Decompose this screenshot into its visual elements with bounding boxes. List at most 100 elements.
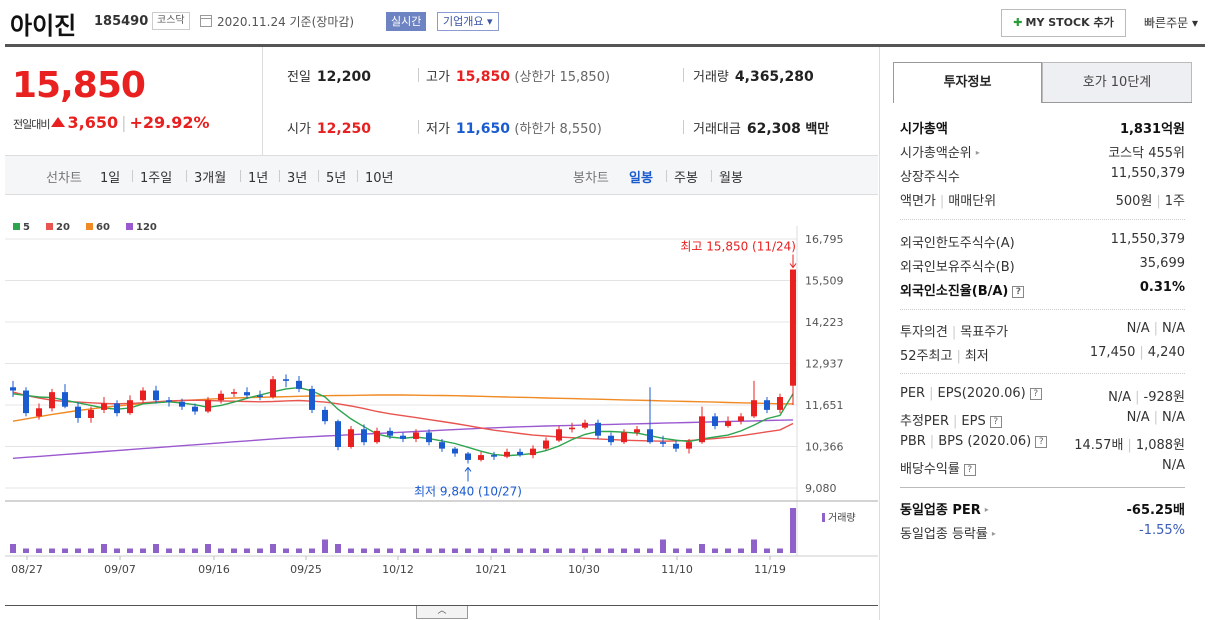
candle-body: [699, 416, 705, 443]
volume-bar: [257, 548, 263, 553]
current-price-box: 15,850 전일대비 3,650 | +29.92%: [5, 47, 263, 155]
candle-body: [400, 435, 406, 439]
candle-body: [426, 432, 432, 443]
candle-body: [556, 429, 562, 441]
volume-bar: [205, 544, 211, 553]
x-axis-ticks: 08/27 09/07 09/16 09/25 10/12 10/21 10/30 11/10…: [11, 556, 786, 576]
candle-body: [790, 269, 796, 386]
line-chart-label: 선차트: [46, 171, 82, 186]
help-icon: ?: [963, 464, 976, 476]
volume-bar: [140, 548, 146, 553]
candle-body: [634, 429, 640, 433]
row-52week-range: 52주최고 | 최저 17,450 | 4,240: [900, 345, 1185, 364]
x-tick-label: 11/10: [661, 563, 693, 576]
volume-bar: [647, 548, 653, 553]
candle-body: [660, 442, 666, 444]
volume-bar: [400, 548, 406, 553]
y-axis-ticks: 16,795 15,509 14,223 12,937 11,651 10,366 9,08…: [805, 233, 844, 495]
period-10y[interactable]: 10년: [365, 171, 394, 186]
candle-body: [10, 387, 16, 391]
legend-swatch: [46, 223, 53, 230]
row-dividend-yield: 배당수익률? N/A: [900, 458, 1185, 477]
price-stats: 전일 12,200 시가 12,250 고가 15,850 (상한가 15,850) …: [263, 47, 877, 155]
volume-bar: [738, 548, 744, 553]
candle-body: [504, 451, 510, 457]
volume-bar: [244, 548, 250, 553]
volume-bar: [504, 548, 510, 553]
period-1y[interactable]: 1년: [248, 171, 269, 186]
row-market-cap-rank[interactable]: 시가총액순위 ▸ 코스닥 455위: [900, 146, 1185, 161]
chevron-right-icon: ▸: [984, 505, 989, 514]
collapse-chart-button[interactable]: ︿: [416, 606, 468, 619]
my-stock-label: MY STOCK 추가: [1025, 16, 1114, 29]
row-par-value: 액면가 | 매매단위 500원 | 1주: [900, 194, 1185, 209]
legend-label: 5: [23, 222, 30, 233]
row-sector-per[interactable]: 동일업종 PER ▸ -65.25배: [900, 503, 1185, 518]
volume-bar: [556, 548, 562, 553]
quick-order-dropdown[interactable]: 빠른주문 ▾: [1144, 16, 1198, 30]
x-tick-label: 10/12: [382, 563, 414, 576]
tab-investment-info[interactable]: 투자정보: [893, 62, 1042, 103]
legend-swatch: [86, 223, 93, 230]
period-5y[interactable]: 5년: [326, 171, 347, 186]
volume-bar: [478, 548, 484, 553]
period-1d[interactable]: 1일: [100, 171, 121, 186]
plus-icon: ✚: [1013, 16, 1023, 29]
candle-body: [179, 401, 185, 407]
candle-body: [192, 406, 198, 412]
candle-body: [738, 416, 744, 422]
volume-bar: [335, 544, 341, 553]
price-chart[interactable]: 5 20 60 120 16,79515,50914,22312,93711,6511…: [5, 196, 878, 604]
volume-bar: [465, 548, 471, 553]
row-est-per-eps: 추정PER | EPS? N/A | N/A: [900, 410, 1185, 429]
stock-code: 185490: [94, 14, 149, 29]
row-sector-change[interactable]: 동일업종 등락률 ▸ -1.55%: [900, 523, 1185, 542]
tab-order-book[interactable]: 호가 10단계: [1042, 62, 1192, 103]
candle-body: [777, 396, 783, 410]
candle-body: [49, 392, 55, 409]
candle-body: [140, 390, 146, 401]
candle-body: [517, 451, 523, 456]
candle-body: [114, 403, 120, 414]
calendar-icon: [200, 15, 212, 27]
candle-body: [309, 388, 315, 410]
volume-bar: [621, 548, 627, 553]
candle-body: [751, 400, 757, 417]
stock-header: 아이진 185490 코스닥 2020.11.24 기준(장마감) 실시간 기업…: [0, 0, 1232, 47]
period-toolbar: 선차트 1일 1주일 3개월 1년 3년 5년 10년 봉차트 일봉 주봉 월봉: [5, 155, 878, 195]
candle-body: [374, 430, 380, 443]
header-divider: [5, 44, 1205, 47]
volume-bar: [49, 548, 55, 553]
y-tick-label: 15,509: [805, 275, 844, 288]
volume-bar: [192, 548, 198, 553]
period-weekly[interactable]: 주봉: [674, 171, 698, 186]
volume-legend-swatch: [822, 513, 825, 522]
base-date: 2020.11.24 기준(장마감): [217, 15, 355, 29]
candle-chart-label: 봉차트: [573, 171, 609, 186]
candle-body: [348, 429, 354, 448]
volume-bar: [712, 548, 718, 553]
candle-body: [712, 416, 718, 427]
period-daily[interactable]: 일봉: [629, 171, 653, 186]
period-1w[interactable]: 1주일: [140, 171, 173, 186]
candle-body: [283, 379, 289, 381]
my-stock-add-button[interactable]: ✚ MY STOCK 추가: [1001, 9, 1126, 37]
change-label: 전일대비: [13, 118, 50, 131]
candle-body: [244, 392, 250, 396]
help-icon: ?: [1012, 286, 1025, 298]
y-tick-label: 16,795: [805, 233, 844, 246]
y-tick-label: 14,223: [805, 316, 844, 329]
volume-bar: [569, 548, 575, 553]
volume-bar: [426, 548, 432, 553]
current-price: 15,850: [12, 65, 146, 106]
row-listed-shares: 상장주식수 11,550,379: [900, 166, 1185, 185]
volume-bar: [634, 548, 640, 553]
period-3y[interactable]: 3년: [287, 171, 308, 186]
row-per-eps: PER | EPS(2020.06)? N/A | -928원: [900, 386, 1185, 405]
stat-open: 시가 12,250: [287, 121, 371, 137]
period-monthly[interactable]: 월봉: [719, 171, 743, 186]
period-3m[interactable]: 3개월: [194, 171, 227, 186]
realtime-button[interactable]: 실시간: [386, 12, 427, 31]
volume-label: 거래량: [828, 512, 856, 524]
company-overview-dropdown[interactable]: 기업개요 ▾: [437, 12, 499, 31]
